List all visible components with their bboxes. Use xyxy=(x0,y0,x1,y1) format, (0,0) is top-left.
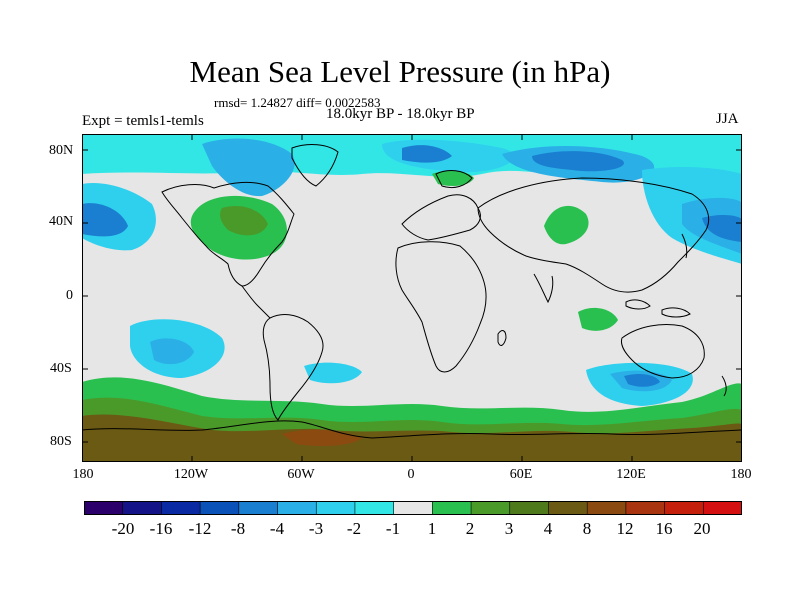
arctic-low-core-b xyxy=(402,145,452,163)
colorbar-cell-2 xyxy=(161,501,201,515)
central-america-coast xyxy=(241,285,271,319)
lat-label-0: 0 xyxy=(66,288,73,303)
colorbar-cell-1 xyxy=(122,501,163,515)
south-indian-low-core xyxy=(624,374,660,387)
colorbar-label-m2: -2 xyxy=(346,519,362,538)
lat-label-80s: 80S xyxy=(50,434,72,449)
colorbar-label-4: 4 xyxy=(543,519,553,538)
colorbar-cell-5 xyxy=(277,501,318,515)
new-guinea-coast xyxy=(661,307,691,318)
colorbar-cell-7 xyxy=(354,501,395,515)
west-pacific-neutral xyxy=(630,249,704,304)
map-title: Mean Sea Level Pressure (in hPa) xyxy=(189,54,611,89)
lon-label-120w: 120W xyxy=(173,467,209,482)
colorbar-cell-8 xyxy=(393,501,434,515)
antarctica-coast xyxy=(82,420,742,439)
lon-label-60e: 60E xyxy=(509,467,533,482)
colorbar-label-1: 1 xyxy=(427,519,437,538)
lat-label-80n: 80N xyxy=(49,143,74,158)
colorbar-cell-15 xyxy=(664,501,705,515)
colorbar-label-12: 12 xyxy=(616,519,634,538)
season-label: JJA xyxy=(716,111,739,127)
colorbar-label-m20: -20 xyxy=(111,519,135,538)
europe-coast xyxy=(401,194,481,241)
antarctic-high-region xyxy=(82,414,742,462)
north-pacific-east-core xyxy=(702,214,742,242)
lon-label-60w: 60W xyxy=(287,467,315,482)
colorbar-cell-13 xyxy=(586,501,627,515)
colorbar-cell-16 xyxy=(702,501,742,515)
north-pacific-west-core xyxy=(82,203,128,237)
colorbar-cell-0 xyxy=(84,501,124,515)
period-label: 18.0kyr BP - 18.0kyr BP xyxy=(326,106,475,122)
japan-coast xyxy=(681,233,688,259)
south-america-coast xyxy=(262,314,324,421)
experiment-label: Expt = temls1-temls xyxy=(82,113,204,129)
borneo-coast xyxy=(625,299,651,310)
colorbar-frame xyxy=(84,501,742,515)
siberia-core-low xyxy=(532,151,624,172)
colorbar-label-16: 16 xyxy=(655,519,673,538)
colorbar-label-3: 3 xyxy=(504,519,514,538)
rmsd-diff-stats: rmsd= 1.24827 diff= 0.0022583 xyxy=(214,95,381,110)
central-asia-high-region xyxy=(544,205,589,245)
lon-label-180-left: 180 xyxy=(72,467,94,482)
colorbar-cell-10 xyxy=(470,501,511,515)
india-coast xyxy=(533,273,554,304)
colorbar-label-m3: -3 xyxy=(308,519,324,538)
colorbar-cell-6 xyxy=(315,501,356,515)
axis-ticks xyxy=(82,134,742,462)
madagascar-coast xyxy=(497,330,507,346)
lat-label-40n: 40N xyxy=(49,214,74,229)
colorbar-label-m8: -8 xyxy=(230,519,246,538)
lon-label-120e: 120E xyxy=(616,467,646,482)
colorbar-cell-3 xyxy=(199,501,240,515)
asia-coast xyxy=(477,177,710,293)
pressure-map xyxy=(82,134,742,462)
colorbar-label-8: 8 xyxy=(582,519,592,538)
scandinavia-high-region xyxy=(432,170,474,186)
new-zealand-coast xyxy=(721,375,727,397)
colorbar-cell-4 xyxy=(238,501,279,515)
indian-ocean-high-region xyxy=(578,307,618,331)
colorbar-label-m1: -1 xyxy=(385,519,401,538)
lat-label-40s: 40S xyxy=(50,361,72,376)
colorbar-label-m16: -16 xyxy=(149,519,173,538)
colorbar-label-20: 20 xyxy=(693,519,711,538)
south-atlantic-low-region xyxy=(304,362,362,384)
north-america-high-core xyxy=(220,205,268,236)
colorbar-label-2: 2 xyxy=(465,519,475,538)
africa-coast xyxy=(395,241,487,373)
antarctic-high-core xyxy=(282,429,362,446)
colorbar-cell-12 xyxy=(548,501,588,515)
colorbar-label-m4: -4 xyxy=(269,519,285,538)
scandinavia-coast xyxy=(435,170,473,189)
greenland-coast xyxy=(291,144,339,187)
lon-label-180-right: 180 xyxy=(730,467,752,482)
colorbar-cell-9 xyxy=(432,501,472,515)
colorbar xyxy=(84,501,742,515)
australia-coast xyxy=(621,324,705,379)
greenland-low-region xyxy=(202,138,295,197)
south-pacific-low-core xyxy=(150,338,194,365)
colorbar-cell-14 xyxy=(625,501,666,515)
coastlines xyxy=(82,144,742,439)
colorbar-label-m12: -12 xyxy=(188,519,212,538)
north-america-coast xyxy=(161,181,295,287)
colorbar-cell-11 xyxy=(509,501,550,515)
lon-label-0: 0 xyxy=(407,467,415,482)
